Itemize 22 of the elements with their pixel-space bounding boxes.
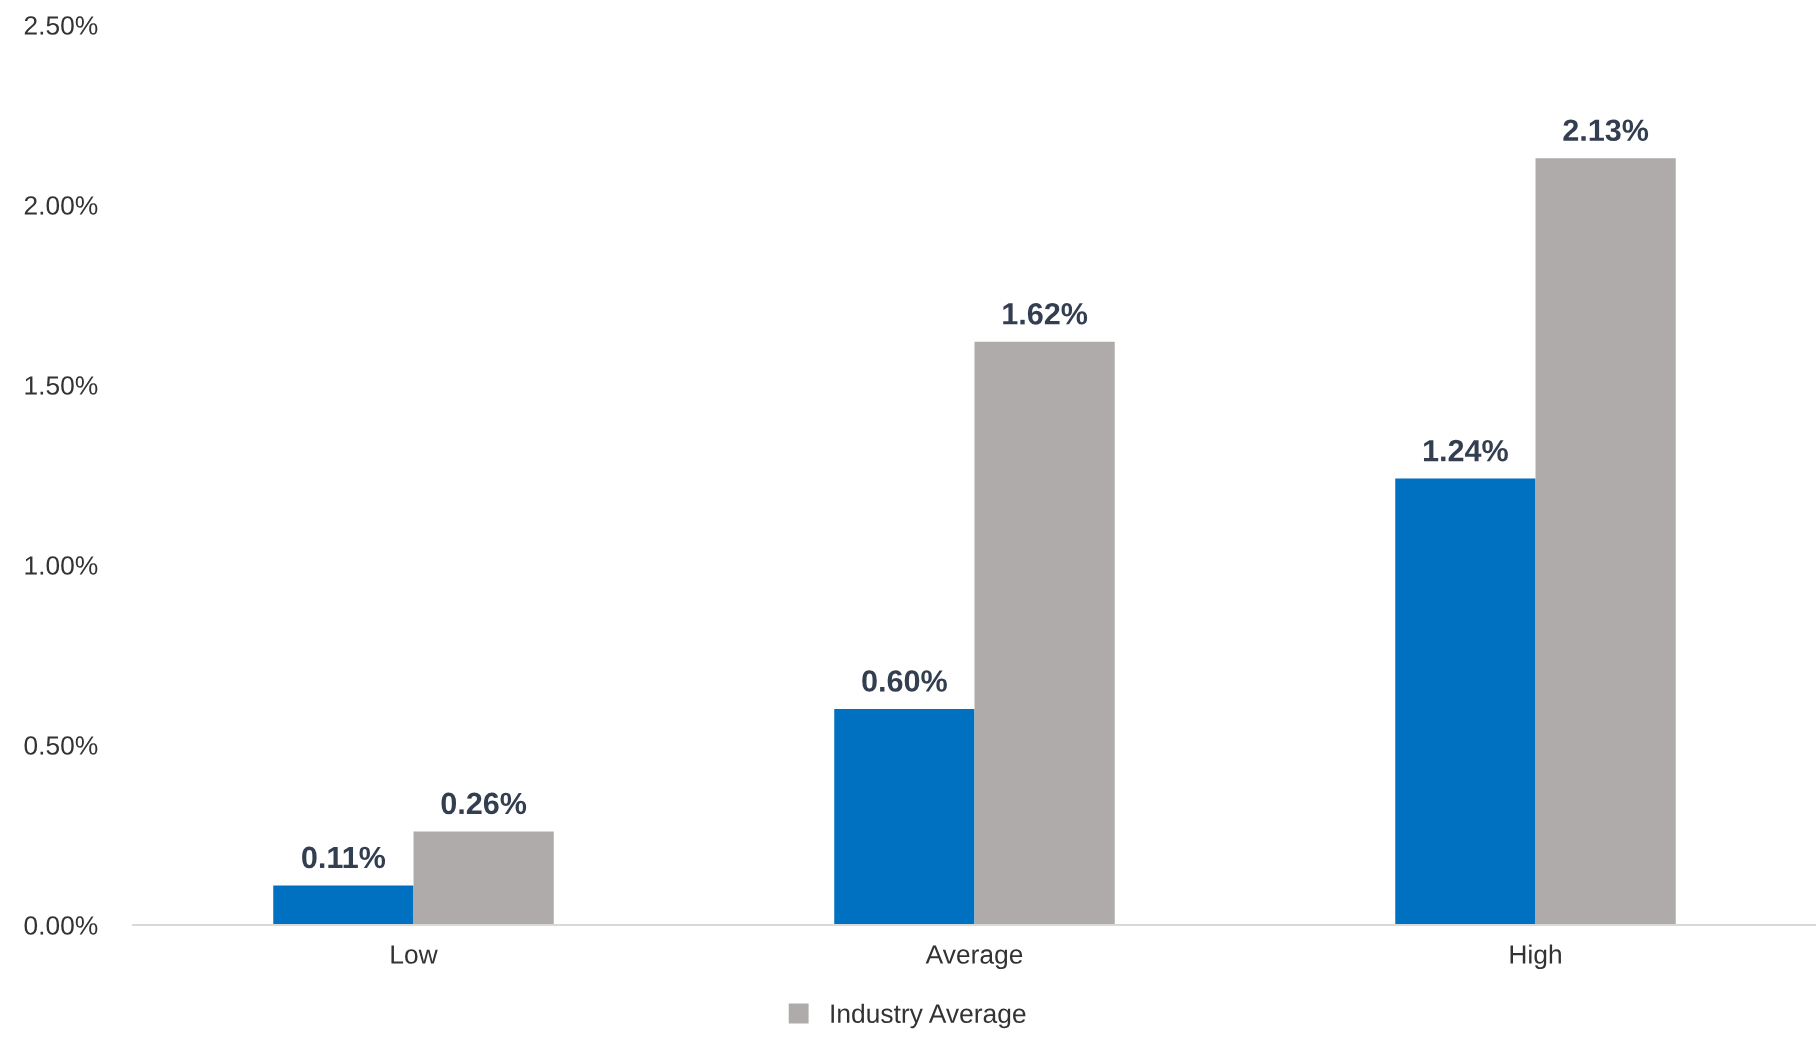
bar: [273, 885, 414, 925]
x-tick-label: High: [1510, 944, 1561, 970]
bar: [974, 341, 1115, 925]
legend-label: Industry Average: [831, 1003, 1026, 1029]
y-tick-label: 2.00%: [24, 196, 98, 215]
data-label: 2.13%: [1563, 119, 1649, 142]
data-label: 0.26%: [441, 792, 527, 815]
data-label: 0.60%: [862, 670, 947, 692]
y-tick-label: 2.50%: [24, 16, 98, 35]
bar: [834, 709, 975, 925]
bar: [413, 831, 554, 925]
bar: [1395, 478, 1536, 925]
data-label: 1.62%: [1003, 303, 1088, 325]
bar: [1535, 158, 1676, 925]
data-label: 1.24%: [1423, 439, 1508, 462]
x-tick-label: Average: [925, 945, 1023, 970]
x-tick-label: Low: [391, 945, 438, 964]
y-tick-label: 1.00%: [25, 556, 98, 575]
y-tick-label: 0.50%: [24, 736, 98, 755]
data-label: 0.11%: [302, 846, 386, 869]
y-tick-label: 1.50%: [25, 376, 98, 395]
y-tick-label: 0.00%: [24, 916, 98, 935]
